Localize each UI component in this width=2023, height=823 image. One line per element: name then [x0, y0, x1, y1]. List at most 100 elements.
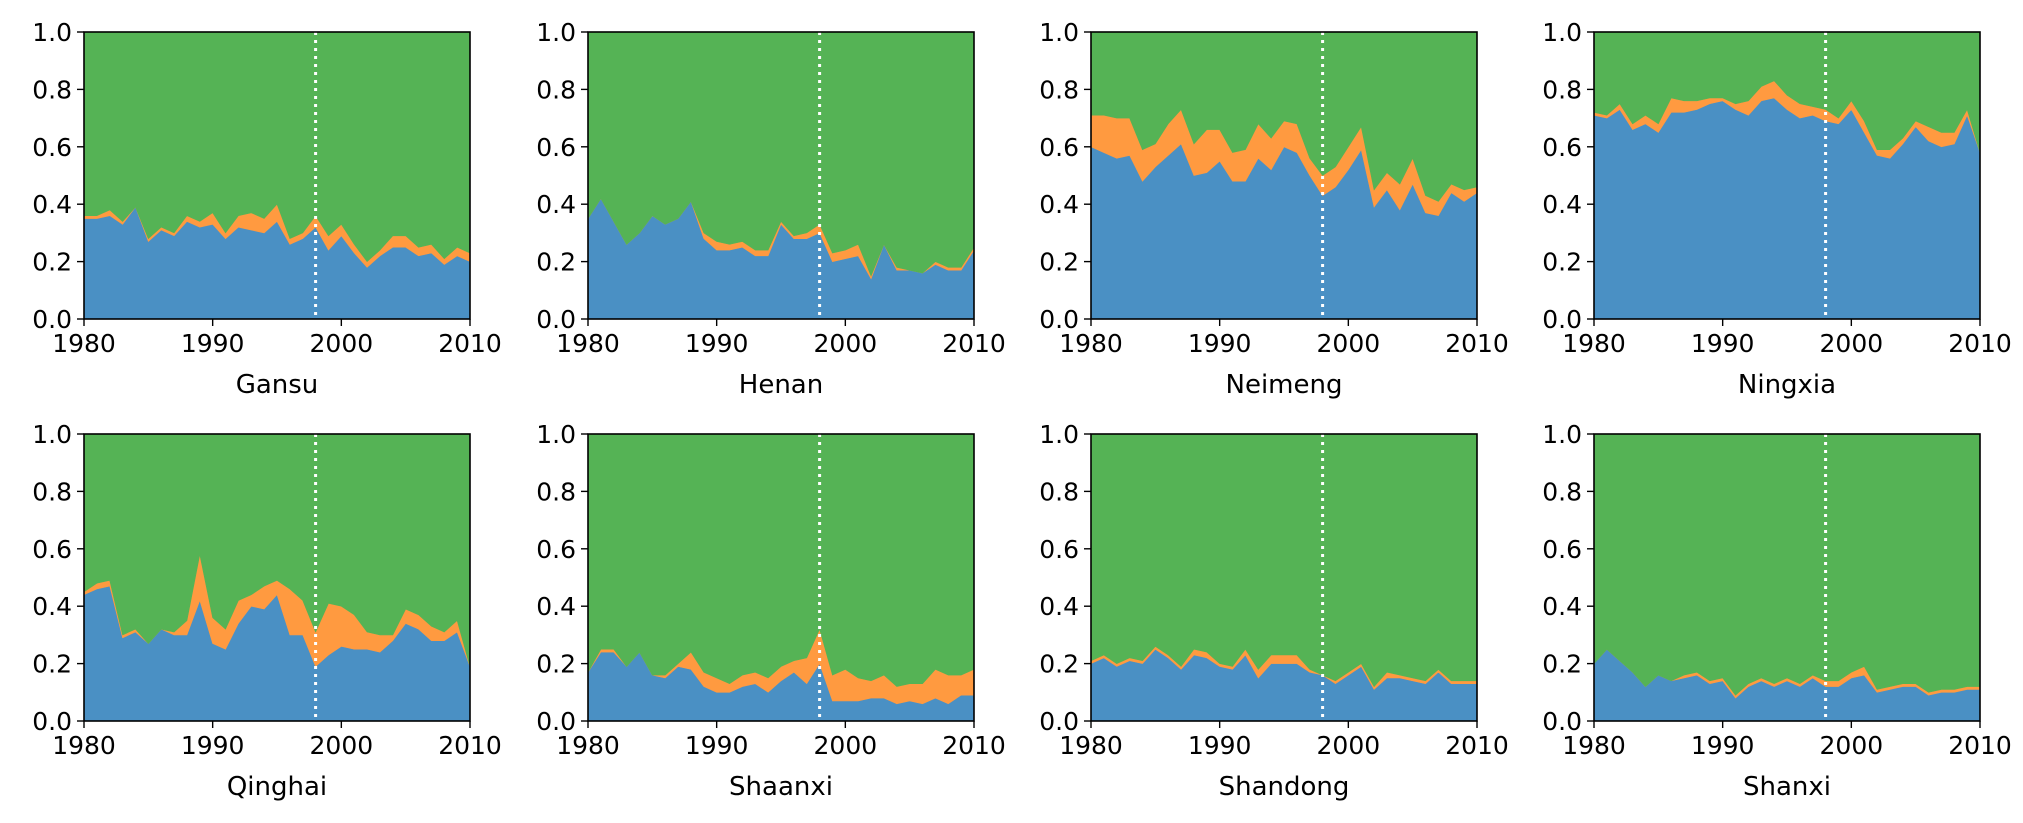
- axes-frame-qinghai: [83, 433, 471, 722]
- panel-qinghai: 0.0 0.2 0.4 0.6 0.8 1.0 1980 1990 2000 2010 Qingha…: [32, 420, 502, 802]
- x-tick-label: 2000: [814, 329, 878, 358]
- y-tick-label: 0.2: [32, 248, 72, 277]
- y-tick-label: 0.2: [1039, 650, 1079, 679]
- x-tick-label: 1980: [1562, 731, 1626, 760]
- x-tick-label: 1980: [1562, 329, 1626, 358]
- y-tick-label: 1.0: [1542, 420, 1582, 449]
- y-tick-label: 0.6: [1542, 133, 1582, 162]
- y-tick-label: 0.6: [32, 133, 72, 162]
- x-tick-label: 1980: [1059, 731, 1123, 760]
- area-green-shanxi: [1593, 433, 1981, 696]
- y-tick-label: 1.0: [1542, 18, 1582, 47]
- axes-frame-shandong: [1090, 433, 1478, 722]
- panel-gansu: 0.0 0.2 0.4 0.6 0.8 1.0 1980 1990 2000 2010 Gansu: [32, 18, 502, 400]
- y-tick-label: 0.6: [32, 535, 72, 564]
- x-tick-label: 1990: [181, 731, 245, 760]
- y-tick-label: 1.0: [1039, 18, 1079, 47]
- x-tick-label: 1990: [685, 329, 749, 358]
- axes-frame-shaanxi: [587, 433, 975, 722]
- y-tick-label: 0.8: [536, 75, 576, 104]
- axes-frame-ningxia: [1593, 31, 1981, 320]
- y-tick-label: 0.8: [1039, 477, 1079, 506]
- y-tick-label: 0.2: [536, 248, 576, 277]
- x-tick-label: 1990: [1188, 731, 1252, 760]
- x-tick-label: 2000: [1820, 329, 1884, 358]
- y-tick-label: 0.4: [536, 592, 576, 621]
- panel-title: Shaanxi: [729, 772, 833, 802]
- panel-title: Henan: [739, 370, 823, 400]
- x-tick-label: 2000: [310, 329, 374, 358]
- area-green-shandong: [1090, 433, 1478, 688]
- panel-title: Gansu: [236, 370, 319, 400]
- y-tick-label: 0.6: [536, 133, 576, 162]
- y-tick-label: 1.0: [1039, 420, 1079, 449]
- y-tick-label: 0.4: [32, 592, 72, 621]
- y-tick-label: 0.6: [1039, 133, 1079, 162]
- y-tick-label: 1.0: [32, 18, 72, 47]
- x-tick-label: 1990: [685, 731, 749, 760]
- x-tick-label: 2000: [814, 731, 878, 760]
- y-tick-label: 0.0: [32, 305, 72, 334]
- x-tick-label: 2000: [1820, 731, 1884, 760]
- axes-frame-neimeng: [1090, 31, 1478, 320]
- x-tick-label: 1980: [1059, 329, 1123, 358]
- panel-ningxia: 0.0 0.2 0.4 0.6 0.8 1.0 1980 1990 2000 2010 Ningxi…: [1542, 18, 2012, 400]
- y-tick-label: 0.2: [1542, 650, 1582, 679]
- x-tick-label: 2010: [438, 731, 502, 760]
- panel-title: Ningxia: [1738, 370, 1836, 400]
- y-tick-label: 0.0: [536, 305, 576, 334]
- panel-title: Qinghai: [227, 772, 327, 802]
- x-tick-label: 2010: [1445, 731, 1509, 760]
- panel-title: Neimeng: [1226, 370, 1343, 400]
- y-tick-label: 0.8: [32, 75, 72, 104]
- y-tick-label: 0.4: [1542, 190, 1582, 219]
- x-tick-label: 2010: [1445, 329, 1509, 358]
- x-tick-label: 2000: [310, 731, 374, 760]
- y-tick-label: 0.0: [1542, 707, 1582, 736]
- x-tick-label: 1990: [1188, 329, 1252, 358]
- y-tick-label: 0.0: [1542, 305, 1582, 334]
- y-tick-label: 0.8: [32, 477, 72, 506]
- x-tick-label: 2010: [942, 731, 1006, 760]
- x-tick-label: 1990: [1691, 329, 1755, 358]
- x-tick-label: 1980: [52, 731, 116, 760]
- x-tick-label: 1980: [556, 329, 620, 358]
- y-tick-label: 0.4: [536, 190, 576, 219]
- y-tick-label: 0.0: [1039, 305, 1079, 334]
- y-tick-label: 0.8: [1039, 75, 1079, 104]
- panel-title: Shandong: [1219, 772, 1350, 802]
- panel-shanxi: 0.0 0.2 0.4 0.6 0.8 1.0 1980 1990 2000 2010 Shanxi: [1542, 420, 2012, 802]
- y-tick-label: 0.2: [1039, 248, 1079, 277]
- y-tick-label: 1.0: [32, 420, 72, 449]
- y-tick-label: 0.0: [1039, 707, 1079, 736]
- y-tick-label: 0.2: [32, 650, 72, 679]
- y-tick-label: 0.4: [1542, 592, 1582, 621]
- panel-shandong: 0.0 0.2 0.4 0.6 0.8 1.0 1980 1990 2000 2010 Shando…: [1039, 420, 1509, 802]
- x-tick-label: 1990: [181, 329, 245, 358]
- x-tick-label: 2000: [1317, 329, 1381, 358]
- axes-frame-henan: [587, 31, 975, 320]
- x-tick-label: 1980: [52, 329, 116, 358]
- x-tick-label: 1990: [1691, 731, 1755, 760]
- x-tick-label: 2010: [942, 329, 1006, 358]
- x-tick-label: 2010: [438, 329, 502, 358]
- x-tick-label: 1980: [556, 731, 620, 760]
- y-tick-label: 0.4: [32, 190, 72, 219]
- y-tick-label: 0.2: [1542, 248, 1582, 277]
- y-tick-label: 0.8: [1542, 477, 1582, 506]
- y-tick-label: 0.8: [1542, 75, 1582, 104]
- y-tick-label: 0.2: [536, 650, 576, 679]
- y-tick-label: 0.4: [1039, 190, 1079, 219]
- y-tick-label: 1.0: [536, 18, 576, 47]
- area-green-shaanxi: [587, 433, 975, 687]
- y-tick-label: 0.8: [536, 477, 576, 506]
- y-tick-label: 0.6: [1542, 535, 1582, 564]
- y-tick-label: 0.6: [1039, 535, 1079, 564]
- panel-title: Shanxi: [1743, 772, 1831, 802]
- x-tick-label: 2010: [1948, 329, 2012, 358]
- y-tick-label: 0.0: [536, 707, 576, 736]
- y-tick-label: 0.0: [32, 707, 72, 736]
- axes-frame-gansu: [83, 31, 471, 320]
- x-tick-label: 2000: [1317, 731, 1381, 760]
